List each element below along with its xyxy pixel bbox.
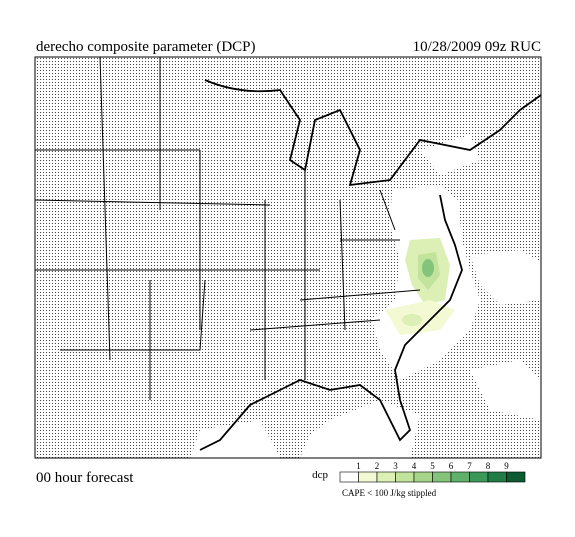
legend-swatch bbox=[450, 471, 470, 483]
legend-tick-label: 4 bbox=[412, 461, 417, 471]
legend-swatch bbox=[339, 471, 359, 483]
legend-label: dcp bbox=[312, 469, 328, 481]
legend-swatch bbox=[358, 471, 378, 483]
legend-swatch bbox=[506, 471, 526, 483]
legend-swatch bbox=[469, 471, 489, 483]
legend-tick-label: 5 bbox=[430, 461, 435, 471]
legend-swatch bbox=[376, 471, 396, 483]
color-legend: 1 2 3 4 5 6 7 8 9 bbox=[339, 461, 526, 483]
legend-tick-label: 1 bbox=[356, 461, 361, 471]
legend-tick-label: 9 bbox=[504, 461, 509, 471]
valid-time: 10/28/2009 09z RUC bbox=[413, 39, 541, 55]
legend-tick-label: 7 bbox=[467, 461, 472, 471]
map-frame bbox=[34, 56, 542, 459]
map-title: derecho composite parameter (DCP) bbox=[36, 39, 256, 55]
legend-swatch bbox=[413, 471, 433, 483]
forecast-label: 00 hour forecast bbox=[36, 470, 134, 486]
legend-swatch bbox=[395, 471, 415, 483]
legend-swatch bbox=[432, 471, 452, 483]
legend-tick-label: 2 bbox=[375, 461, 380, 471]
map-area bbox=[35, 57, 541, 458]
legend-tick-label: 3 bbox=[393, 461, 398, 471]
legend-note: CAPE < 100 J/kg stippled bbox=[342, 488, 437, 498]
legend-tick-label: 6 bbox=[449, 461, 454, 471]
legend-tick-label: 8 bbox=[486, 461, 491, 471]
legend-swatch bbox=[487, 471, 507, 483]
